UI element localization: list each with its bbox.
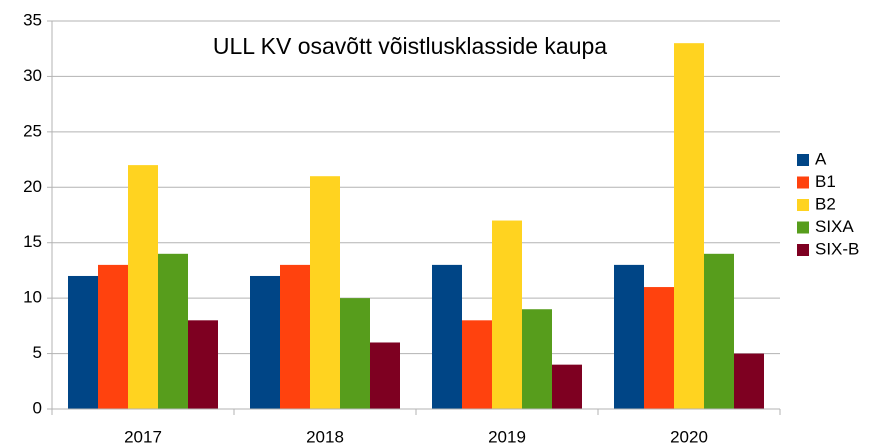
bar: [734, 353, 764, 409]
bar: [340, 298, 370, 409]
bar: [462, 320, 492, 409]
x-tick-label: 2018: [306, 427, 344, 446]
bar: [188, 320, 218, 409]
y-tick-label: 30: [23, 66, 42, 85]
legend-label: B2: [815, 194, 836, 213]
bar: [492, 220, 522, 409]
x-tick-label: 2017: [124, 427, 162, 446]
legend-label: SIXA: [815, 217, 854, 236]
bar: [128, 165, 158, 409]
bar: [614, 264, 644, 409]
bar: [310, 176, 340, 409]
bar: [432, 264, 462, 409]
legend-swatch: [797, 244, 809, 256]
bar: [522, 309, 552, 409]
legend-label: B1: [815, 172, 836, 191]
y-tick-label: 35: [23, 10, 42, 29]
legend-label: SIX-B: [815, 239, 859, 258]
y-tick-label: 15: [23, 232, 42, 251]
legend-swatch: [797, 199, 809, 211]
y-tick-label: 25: [23, 121, 42, 140]
bar: [280, 264, 310, 409]
x-tick-label: 2019: [488, 427, 526, 446]
bar: [674, 43, 704, 410]
y-tick-label: 10: [23, 288, 42, 307]
bar: [158, 253, 188, 409]
bar: [68, 275, 98, 409]
bar: [370, 342, 400, 409]
y-tick-label: 20: [23, 177, 42, 196]
legend-swatch: [797, 154, 809, 166]
bar: [98, 264, 128, 409]
bar: [250, 275, 280, 409]
legend-label: A: [815, 149, 827, 168]
bar: [704, 253, 734, 409]
x-tick-label: 2020: [670, 427, 708, 446]
legend-swatch: [797, 176, 809, 189]
legend-swatch: [797, 221, 809, 234]
y-tick-label: 0: [33, 398, 42, 417]
bar: [552, 364, 582, 409]
y-tick-label: 5: [33, 343, 42, 362]
chart-title: ULL KV osavõtt võistlusklasside kaupa: [213, 33, 607, 59]
bar: [644, 287, 674, 409]
